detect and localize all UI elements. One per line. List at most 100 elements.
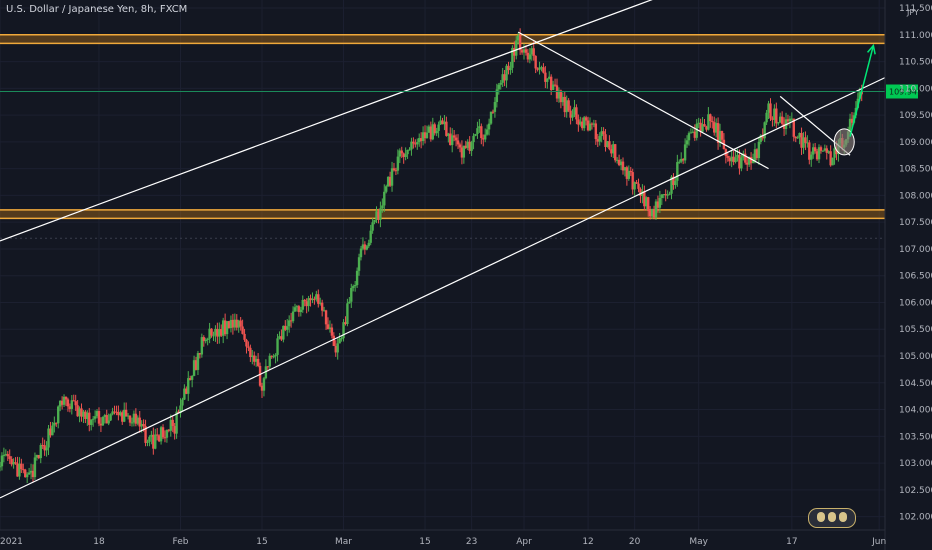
candle-body xyxy=(159,427,163,442)
candle-body xyxy=(802,137,805,148)
x-tick-label: Jun xyxy=(871,537,886,547)
candle-body xyxy=(74,401,77,406)
candle-body xyxy=(602,131,605,135)
candle-body xyxy=(746,162,749,165)
candle-body xyxy=(437,124,440,131)
candle-body xyxy=(88,412,91,425)
candle-body xyxy=(136,417,139,424)
candle-body xyxy=(596,139,599,142)
candle-body xyxy=(274,354,277,357)
candle-body xyxy=(538,67,541,70)
candle-body xyxy=(334,346,337,353)
candle-body xyxy=(29,470,33,473)
candle-body xyxy=(355,270,359,286)
candle-body xyxy=(456,140,460,145)
candle-body xyxy=(121,412,124,422)
candle-body xyxy=(582,117,586,129)
candle-body xyxy=(369,230,372,243)
candle-body xyxy=(695,123,698,138)
candle-body xyxy=(569,110,572,118)
candle-body xyxy=(150,434,153,437)
candle-body xyxy=(101,416,105,426)
candle-body xyxy=(751,160,755,164)
candle-body xyxy=(680,158,683,162)
candle-body xyxy=(757,141,761,159)
candle-body xyxy=(31,470,35,478)
candle-body xyxy=(152,434,155,449)
candle-body xyxy=(196,353,200,370)
candle-body xyxy=(798,133,801,138)
candle-body xyxy=(458,144,462,148)
candle-body xyxy=(167,429,171,431)
candle-body xyxy=(734,157,737,163)
trendline-downtrend-major xyxy=(517,31,769,170)
candle-body xyxy=(790,118,794,120)
candle-body xyxy=(761,135,764,139)
last-price-tag xyxy=(886,84,918,99)
candle-body xyxy=(579,121,582,125)
candle-body xyxy=(49,428,52,436)
candle-body xyxy=(309,298,312,301)
x-tick-label: May xyxy=(689,537,708,547)
candle-body xyxy=(744,153,747,163)
candle-body xyxy=(245,339,248,347)
candle-body xyxy=(610,149,613,154)
candle-body xyxy=(64,396,68,400)
resistance-zone xyxy=(0,34,885,44)
candle-body xyxy=(701,124,704,132)
candle-body xyxy=(586,120,590,131)
candle-body xyxy=(594,123,598,140)
candle-body xyxy=(367,242,370,247)
candle-body xyxy=(324,310,328,325)
candle-body xyxy=(95,411,99,417)
resistance-zone xyxy=(0,209,885,219)
candle-body xyxy=(769,103,772,119)
candle-body xyxy=(648,210,652,217)
candle-body xyxy=(612,144,615,154)
candle-body xyxy=(765,112,768,123)
candle-body xyxy=(344,322,347,325)
candle-body xyxy=(833,148,836,158)
candle-body xyxy=(619,161,623,166)
candle-body xyxy=(37,454,41,459)
candle-body xyxy=(788,118,792,122)
candle-body xyxy=(503,74,506,81)
candle-body xyxy=(495,89,499,103)
candle-body xyxy=(705,126,708,130)
candle-body xyxy=(600,131,603,137)
y-tick-label: 105.000 xyxy=(899,352,932,362)
candle-body xyxy=(804,137,807,143)
candle-body xyxy=(534,55,537,69)
candle-body xyxy=(590,123,594,125)
trendline-channel-upper xyxy=(0,0,653,242)
y-tick-label: 103.000 xyxy=(899,459,932,469)
candle-body xyxy=(656,201,660,208)
candle-body xyxy=(107,420,110,424)
x-tick-label: 15 xyxy=(256,537,267,547)
time-axis: 2021 18 Feb 15 Mar 15 23 Apr 12 20 May 17 Jun xyxy=(0,529,886,547)
candle-body xyxy=(451,135,454,146)
candle-body xyxy=(379,208,382,220)
candle-body xyxy=(530,48,533,55)
candle-body xyxy=(241,326,244,334)
candle-body xyxy=(272,356,275,358)
candle-body xyxy=(736,154,739,158)
candle-body xyxy=(499,82,502,85)
candle-body xyxy=(460,147,464,158)
candle-body xyxy=(0,466,2,468)
candle-body xyxy=(678,161,681,163)
candle-body xyxy=(16,463,19,477)
candle-body xyxy=(319,302,322,304)
candle-body xyxy=(827,151,830,153)
candle-body xyxy=(699,122,702,132)
y-tick-label: 103.500 xyxy=(899,432,932,442)
candle-body xyxy=(14,462,17,464)
candle-body xyxy=(449,133,452,146)
y-tick-label: 107.000 xyxy=(899,245,932,255)
candle-body xyxy=(340,338,343,340)
candle-body xyxy=(103,415,107,417)
candle-body xyxy=(800,133,803,148)
candle-body xyxy=(480,126,483,139)
